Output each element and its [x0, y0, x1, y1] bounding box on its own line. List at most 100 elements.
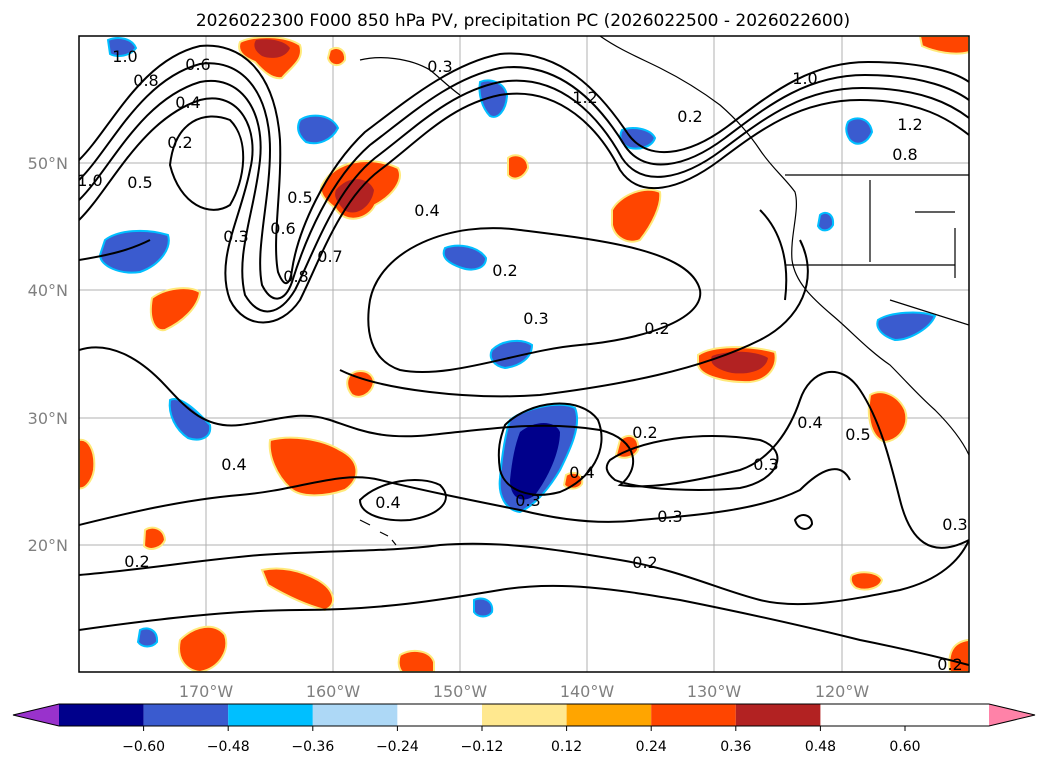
contour-label: 0.3: [657, 507, 682, 526]
contour-label: 1.0: [112, 47, 137, 66]
contour-labels: 1.0 0.8 0.6 0.4 0.2 0.5 1.0 0.3 0.5 0.6 …: [79, 47, 968, 674]
contour-label: 0.3: [942, 515, 967, 534]
colorbar-segment: [482, 704, 567, 726]
pv-contour: [605, 435, 779, 491]
pv-contour: [793, 514, 814, 530]
colorbar-tick-label: −0.24: [376, 739, 419, 755]
precip-blob: [918, 36, 969, 55]
pv-contour: [79, 539, 969, 606]
contour-label: 0.8: [133, 71, 158, 90]
map-frame: [78, 35, 970, 673]
contour-label: 0.4: [175, 93, 200, 112]
pv-contour: [367, 227, 702, 374]
precip-blob: [442, 244, 488, 271]
precip-blob: [397, 649, 435, 672]
precip-blob: [611, 188, 662, 243]
precip-blob: [507, 154, 530, 180]
lon-label: 130°W: [687, 682, 742, 701]
us-state-borders: [785, 174, 969, 326]
colorbar-extend-high: [989, 704, 1035, 726]
precip-blob: [297, 114, 340, 145]
colorbar-outline: [12, 703, 1036, 727]
precip-blob-core: [510, 423, 560, 500]
precip-blob-core: [711, 351, 768, 374]
precip-blob: [346, 369, 376, 398]
lon-label: 170°W: [179, 682, 234, 701]
contour-label: 0.5: [127, 173, 152, 192]
pv-contour: [339, 239, 809, 398]
contour-label: 0.4: [414, 201, 439, 220]
pv-contour: [79, 62, 969, 300]
colorbar-tick-label: 0.24: [636, 739, 667, 755]
figure-title: 2026022300 F000 850 hPa PV, precipitatio…: [196, 11, 850, 31]
contour-label: 0.4: [569, 463, 594, 482]
pv-contour: [79, 468, 851, 526]
contour-label: 0.8: [892, 145, 917, 164]
contour-label: 0.2: [124, 552, 149, 571]
pv-contours: [79, 44, 969, 666]
precip-blob: [98, 229, 170, 274]
contour-label: 1.0: [792, 69, 817, 88]
contour-label: 0.3: [223, 227, 248, 246]
colorbar-tick-label: 0.60: [889, 739, 920, 755]
precip-positive-areas: [79, 36, 969, 672]
contour-label: 0.6: [270, 219, 295, 238]
precip-blob: [326, 47, 347, 66]
pv-contour: [168, 115, 245, 211]
contour-label: 0.4: [221, 455, 246, 474]
contour-label: 0.2: [677, 107, 702, 126]
precip-blob: [849, 571, 884, 591]
contour-label: 0.7: [317, 247, 342, 266]
pv-contour: [358, 479, 447, 522]
contour-label: 0.5: [287, 188, 312, 207]
precip-blob: [149, 287, 202, 332]
colorbar-tick-label: −0.12: [461, 739, 504, 755]
colorbar-segment: [735, 704, 821, 726]
lat-label: 30°N: [28, 409, 68, 428]
latitude-labels: 50°N 40°N 30°N 20°N: [28, 154, 68, 555]
colorbar-segment: [312, 704, 398, 726]
colorbar-tick-label: −0.60: [122, 739, 165, 755]
colorbar-tick-label: 0.48: [805, 739, 836, 755]
precip-blob: [473, 597, 494, 618]
colorbar-segment: [397, 704, 482, 726]
colorbar: −0.60 −0.48 −0.36 −0.24 −0.12 0.12 0.24 …: [12, 703, 1036, 755]
pv-contour: [79, 44, 969, 284]
precip-blob: [876, 311, 937, 342]
colorbar-tick-label: −0.36: [291, 739, 334, 755]
precip-blob: [178, 625, 228, 672]
precip-blob: [260, 567, 334, 612]
contour-label: 1.2: [897, 115, 922, 134]
precip-blob-core: [254, 39, 290, 58]
contour-label: 0.3: [427, 57, 452, 76]
contour-label: 0.2: [644, 319, 669, 338]
precip-blob: [106, 37, 138, 57]
contour-label: 0.2: [632, 423, 657, 442]
contour-label: 0.3: [523, 309, 548, 328]
pv-contour: [497, 402, 603, 496]
lon-label: 120°W: [815, 682, 870, 701]
colorbar-segment: [143, 704, 229, 726]
longitude-labels: 170°W 160°W 150°W 140°W 130°W 120°W: [179, 682, 870, 701]
map-panel: 1.0 0.8 0.6 0.4 0.2 0.5 1.0 0.3 0.5 0.6 …: [78, 35, 970, 674]
colorbar-ticks: [143, 726, 906, 731]
contour-label: 0.4: [797, 413, 822, 432]
contour-label: 0.3: [515, 491, 540, 510]
hawaii-islands: [359, 519, 397, 546]
coastlines: [359, 36, 969, 546]
north-america-coast: [599, 36, 969, 456]
precip-negative-areas: [98, 37, 937, 648]
lat-label: 40°N: [28, 281, 68, 300]
lon-label: 160°W: [306, 682, 361, 701]
contour-label: 0.3: [753, 455, 778, 474]
precip-blob: [816, 211, 835, 232]
contour-label: 0.2: [167, 133, 192, 152]
colorbar-extend-low: [13, 704, 59, 726]
precip-blob: [79, 438, 96, 490]
contour-label: 0.2: [937, 655, 962, 674]
lat-label: 50°N: [28, 154, 68, 173]
colorbar-segment: [59, 704, 144, 726]
precip-blob: [136, 627, 159, 648]
contour-label: 0.2: [492, 261, 517, 280]
contour-label: 1.2: [572, 88, 597, 107]
